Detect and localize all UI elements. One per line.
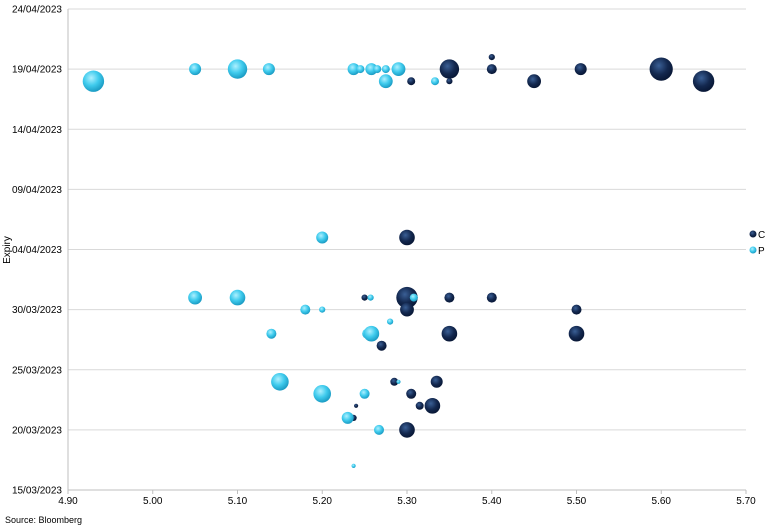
bubble-p [431, 77, 439, 86]
bubble-c [439, 59, 460, 79]
y-tick-labels: 15/03/2023 20/03/2023 25/03/2023 30/03/2023… [12, 5, 62, 497]
bubble-p [227, 59, 248, 79]
bubble-c [390, 377, 399, 386]
x-tick-label: 5.30 [397, 496, 417, 507]
legend-marker-c [749, 230, 757, 238]
y-tick-label: 24/04/2023 [12, 5, 62, 16]
x-tick-label: 5.40 [482, 496, 502, 507]
bubble-c [354, 403, 359, 408]
source-note: Source: Bloomberg [5, 515, 83, 525]
bubble-p [391, 62, 406, 76]
y-tick-label: 30/03/2023 [12, 305, 62, 316]
x-tick-label: 5.50 [567, 496, 587, 507]
bubble-c [444, 292, 455, 303]
bubble-c [396, 286, 418, 309]
bubble-c [415, 401, 424, 410]
bubble-p [409, 293, 418, 302]
x-tick-label: 4.90 [58, 496, 78, 507]
bubble-c [424, 398, 441, 414]
bubble-p [359, 388, 370, 399]
y-tick-label: 15/03/2023 [12, 486, 62, 497]
bubble-c [446, 78, 453, 85]
gridlines [68, 8, 746, 431]
axes [67, 9, 747, 494]
bubble-p [374, 424, 384, 435]
bubble-c [400, 302, 414, 317]
bubble-p [347, 63, 360, 76]
bubble-p [341, 411, 354, 424]
bubble-c [527, 74, 541, 89]
bubble-p [351, 463, 356, 468]
bubble-c [430, 375, 443, 388]
bubble-p [313, 385, 332, 403]
series-c [350, 54, 715, 438]
bubble-p [271, 373, 289, 391]
bubble-c [399, 422, 415, 438]
bubble-p [82, 70, 105, 92]
bubble-c [574, 63, 587, 76]
y-tick-label: 25/03/2023 [12, 365, 62, 376]
bubble-c [486, 64, 497, 75]
legend-label-c: C [758, 230, 765, 241]
bubble-c [407, 77, 416, 86]
x-tick-label: 5.20 [313, 496, 333, 507]
bubble-c [649, 57, 673, 81]
y-tick-label: 19/04/2023 [12, 65, 62, 76]
x-tick-label: 5.60 [652, 496, 672, 507]
bubble-p [387, 318, 394, 325]
bubble-p [229, 289, 246, 306]
bubble-p [266, 328, 277, 339]
x-tick-label: 5.00 [143, 496, 163, 507]
bubble-c [571, 304, 582, 315]
bubble-p [262, 63, 275, 76]
bubble-p [378, 74, 393, 89]
y-axis-label: Expiry [2, 236, 13, 264]
y-tick-label: 14/04/2023 [12, 125, 62, 136]
bubble-p [188, 290, 203, 305]
bubble-p [356, 65, 365, 74]
bubble-c [399, 229, 415, 246]
bubble-c [486, 292, 497, 303]
x-tick-label: 5.70 [736, 496, 756, 507]
y-tick-label: 20/03/2023 [12, 425, 62, 436]
legend-label-p: P [758, 246, 765, 257]
y-tick-label: 04/04/2023 [12, 245, 62, 256]
bubble-p [396, 379, 401, 384]
bubble-c [488, 54, 495, 61]
y-tick-label: 09/04/2023 [12, 185, 62, 196]
bubble-p [319, 306, 326, 313]
bubble-c [376, 340, 387, 351]
bubble-p [373, 65, 382, 74]
bubbles [82, 54, 715, 468]
bubble-p [365, 63, 378, 76]
series-p [82, 59, 439, 468]
bubble-c [692, 70, 715, 92]
bubble-c [361, 294, 368, 301]
legend-marker-p [749, 246, 757, 254]
x-tick-labels: 4.90 5.00 5.10 5.20 5.30 5.40 5.50 5.60 5.70 [58, 496, 756, 507]
bubble-c [441, 325, 458, 342]
legend: C P [749, 230, 765, 257]
bubble-p [300, 304, 311, 315]
x-tick-label: 5.10 [228, 496, 248, 507]
bubble-p [363, 325, 380, 342]
bubble-c [406, 388, 417, 399]
bubble-p [189, 63, 202, 76]
bubble-c [568, 325, 585, 342]
bubble-p [316, 231, 329, 244]
bubble-p [381, 65, 390, 74]
bubble-p [367, 294, 374, 301]
